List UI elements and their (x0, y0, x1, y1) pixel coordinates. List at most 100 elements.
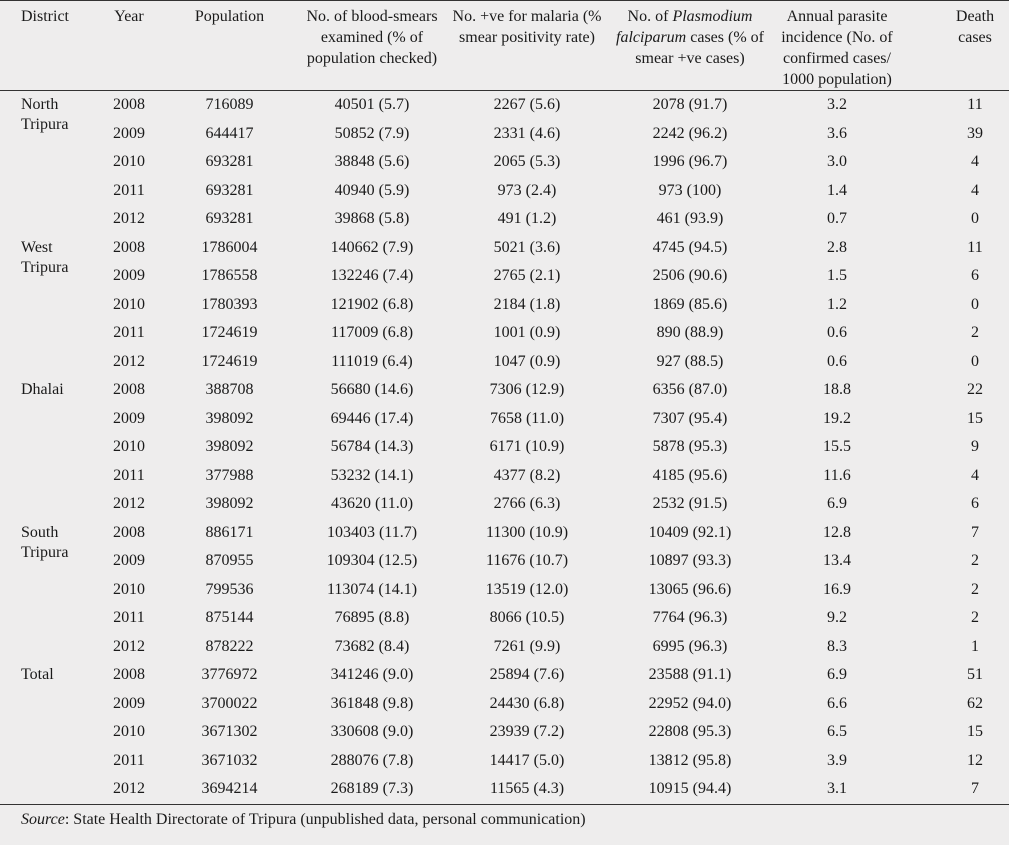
table-row: 2012 398092 43620 (11.0) 2766 (6.3) 2532 (91… (0, 490, 1009, 519)
table-row: 2011 377988 53232 (14.1) 4377 (8.2) 4185 (95… (0, 462, 1009, 491)
cell-deaths: 62 (967, 694, 983, 712)
cell-pf: 2532 (91.5) (652, 495, 728, 513)
cell-positive: 7306 (12.9) (489, 381, 565, 399)
cell-positive: 7261 (9.9) (493, 637, 561, 655)
cell-positive: 24430 (6.8) (489, 694, 565, 712)
cell-api: 16.9 (823, 580, 851, 598)
table-row: South Tripura 2008 886171 103403 (11.7) 1130… (0, 519, 1009, 561)
cell-population: 3694214 (201, 780, 258, 798)
header-row: District Year Population No. of blood-sm… (0, 0, 1009, 91)
cell-year: 2011 (113, 751, 145, 769)
table-row: 2010 398092 56784 (14.3) 6171 (10.9) 5878 (9… (0, 433, 1009, 462)
cell-api: 15.5 (823, 438, 851, 456)
cell-positive: 23939 (7.2) (489, 723, 565, 741)
cell-deaths: 7 (971, 780, 979, 798)
cell-smears: 56680 (14.6) (330, 381, 414, 399)
cell-pf: 7307 (95.4) (652, 409, 728, 427)
cell-year: 2009 (113, 409, 145, 427)
cell-year: 2008 (113, 238, 145, 256)
table-row: 2010 693281 38848 (5.6) 2065 (5.3) 1996 (96.… (0, 148, 1009, 177)
table-row: North Tripura 2008 716089 40501 (5.7) 2267 (… (0, 91, 1009, 133)
table-row: 2010 799536 113074 (14.1) 13519 (12.0) 13065… (0, 576, 1009, 605)
cell-deaths: 1 (971, 637, 979, 655)
cell-population: 1786558 (201, 267, 258, 285)
cell-positive: 2766 (6.3) (493, 495, 561, 513)
cell-year: 2010 (113, 723, 145, 741)
cell-api: 0.6 (827, 324, 847, 342)
cell-year: 2011 (113, 181, 145, 199)
cell-smears: 50852 (7.9) (334, 124, 410, 142)
cell-positive: 8066 (10.5) (489, 609, 565, 627)
cell-positive: 7658 (11.0) (489, 409, 565, 427)
cell-population: 875144 (205, 609, 254, 627)
cell-population: 377988 (205, 466, 254, 484)
cell-population: 3671032 (201, 751, 258, 769)
cell-pf: 7764 (96.3) (652, 609, 728, 627)
cell-smears: 53232 (14.1) (330, 466, 414, 484)
table-header: District Year Population No. of blood-sm… (0, 0, 1009, 91)
cell-positive: 5021 (3.6) (493, 238, 561, 256)
cell-smears: 69446 (17.4) (330, 409, 414, 427)
cell-district: Dhalai (21, 381, 64, 398)
cell-year: 2008 (113, 666, 145, 684)
cell-year: 2010 (113, 295, 145, 313)
cell-year: 2009 (113, 267, 145, 285)
cell-deaths: 11 (967, 238, 983, 256)
cell-api: 3.6 (827, 124, 847, 142)
cell-deaths: 7 (971, 523, 979, 541)
malaria-table: District Year Population No. of blood-sm… (0, 0, 1009, 804)
cell-positive: 1001 (0.9) (493, 324, 561, 342)
cell-smears: 73682 (8.4) (334, 637, 410, 655)
cell-api: 1.4 (827, 181, 847, 199)
cell-pf: 23588 (91.1) (648, 666, 732, 684)
cell-year: 2011 (113, 609, 145, 627)
cell-population: 388708 (205, 381, 254, 399)
cell-smears: 330608 (9.0) (330, 723, 414, 741)
cell-deaths: 4 (971, 153, 979, 171)
cell-year: 2008 (113, 96, 145, 114)
cell-pf: 4745 (94.5) (652, 238, 728, 256)
table-row: 2011 1724619 117009 (6.8) 1001 (0.9) 890 (88… (0, 319, 1009, 348)
cell-year: 2010 (113, 580, 145, 598)
cell-district: Total (21, 666, 54, 683)
cell-positive: 11676 (10.7) (485, 552, 569, 570)
cell-pf: 2506 (90.6) (652, 267, 728, 285)
header-api: Annual parasite incidence (No. of confir… (781, 8, 893, 88)
cell-deaths: 15 (967, 409, 983, 427)
cell-population: 398092 (205, 495, 254, 513)
cell-deaths: 6 (971, 267, 979, 285)
cell-api: 3.0 (827, 153, 847, 171)
table-row: 2009 870955 109304 (12.5) 11676 (10.7) 10897… (0, 547, 1009, 576)
cell-api: 0.7 (827, 210, 847, 228)
cell-pf: 4185 (95.6) (652, 466, 728, 484)
cell-year: 2009 (113, 124, 145, 142)
cell-positive: 14417 (5.0) (489, 751, 565, 769)
cell-deaths: 0 (971, 352, 979, 370)
cell-population: 693281 (205, 210, 254, 228)
cell-api: 2.8 (827, 238, 847, 256)
cell-smears: 40940 (5.9) (334, 181, 410, 199)
cell-population: 3671302 (201, 723, 258, 741)
header-district: District (21, 8, 69, 25)
cell-pf: 22808 (95.3) (648, 723, 732, 741)
table-row: 2011 3671032 288076 (7.8) 14417 (5.0) 13812 … (0, 747, 1009, 776)
cell-year: 2009 (113, 694, 145, 712)
cell-smears: 40501 (5.7) (334, 96, 410, 114)
source-label: Source (21, 810, 65, 828)
cell-smears: 140662 (7.9) (330, 238, 414, 256)
cell-deaths: 11 (967, 96, 983, 114)
cell-deaths: 39 (967, 124, 983, 142)
cell-year: 2012 (113, 780, 145, 798)
cell-year: 2008 (113, 381, 145, 399)
cell-population: 870955 (205, 552, 254, 570)
cell-deaths: 2 (971, 609, 979, 627)
cell-district: North Tripura (21, 96, 69, 133)
cell-api: 3.9 (827, 751, 847, 769)
cell-deaths: 6 (971, 495, 979, 513)
cell-pf: 461 (93.9) (656, 210, 724, 228)
cell-smears: 43620 (11.0) (330, 495, 414, 513)
cell-deaths: 12 (967, 751, 983, 769)
cell-positive: 25894 (7.6) (489, 666, 565, 684)
cell-district: West Tripura (21, 238, 69, 276)
table-body: North Tripura 2008 716089 40501 (5.7) 2267 (… (0, 91, 1009, 804)
